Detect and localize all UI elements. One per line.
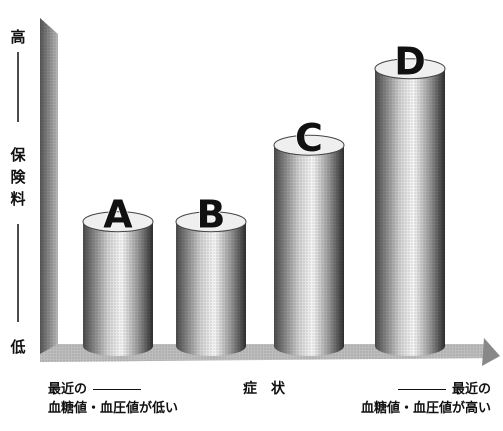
x-axis-right-line1: 最近の — [451, 382, 491, 397]
x-axis-left-line1: 最近の — [48, 382, 88, 397]
bar-cap — [82, 211, 154, 233]
bar-cap — [273, 134, 345, 156]
x-axis-right-dash — [397, 389, 446, 390]
bar-label: A — [103, 193, 133, 237]
y-axis-title: 保険料 — [9, 146, 26, 208]
x-axis-left-dash — [93, 389, 142, 390]
bar-d: D — [374, 39, 446, 356]
bar-a: A — [82, 192, 154, 356]
bar-cap — [374, 58, 446, 80]
bar-label: D — [394, 40, 426, 84]
bar-label: C — [295, 116, 323, 160]
x-axis-arrow — [482, 338, 500, 366]
y-axis-wall-dither — [40, 18, 58, 354]
bar-body-dither — [274, 145, 344, 356]
x-axis-title: 症状 — [243, 381, 299, 397]
bar-cap — [175, 211, 247, 233]
bar-body-dither — [83, 221, 153, 356]
x-axis-left-line2: 血糖値・血圧値が低い — [48, 401, 179, 416]
y-axis-top-label: 高 — [10, 28, 25, 46]
bar-c: C — [273, 116, 345, 356]
x-axis-right-line2: 血糖値・血圧値が高い — [360, 401, 491, 416]
y-axis-bottom-label: 低 — [9, 338, 25, 356]
x-axis-left-end-label: 最近の 血糖値・血圧値が低い — [48, 380, 178, 418]
bars-group: A B C D — [82, 39, 446, 356]
bar-label: B — [197, 193, 226, 237]
bar-body-dither — [176, 221, 246, 356]
bar-body-dither — [375, 68, 445, 356]
x-axis-right-end-label: 最近の 血糖値・血圧値が高い — [361, 380, 491, 418]
bar-b: B — [175, 192, 247, 356]
